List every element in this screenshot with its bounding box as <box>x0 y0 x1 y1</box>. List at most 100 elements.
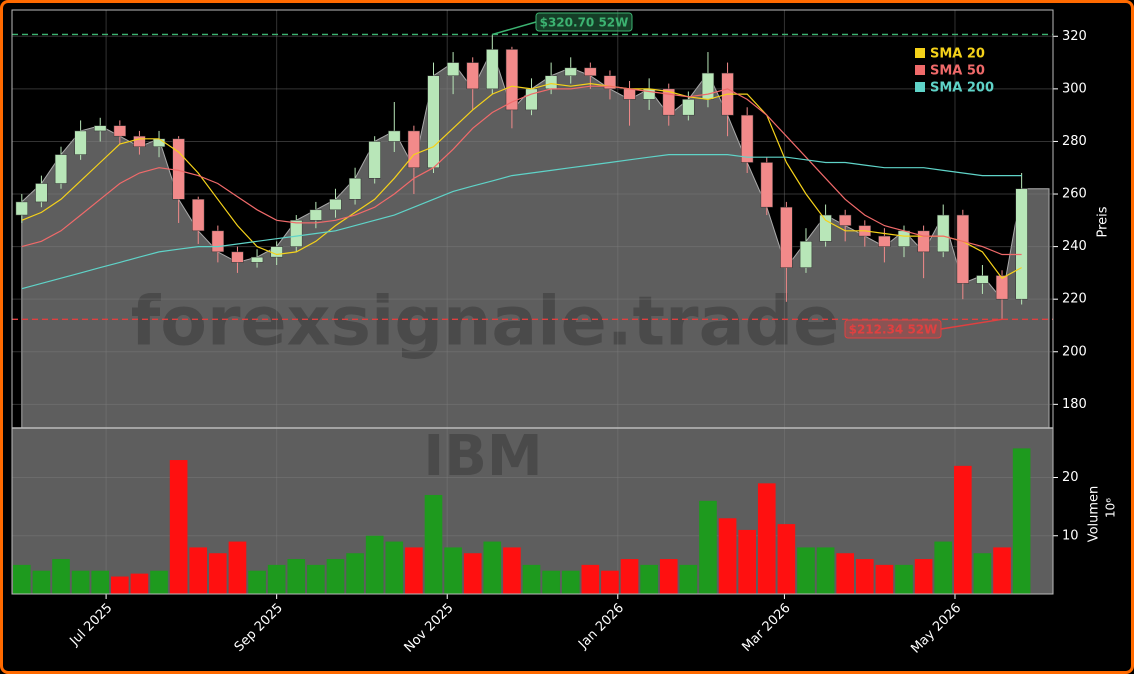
annotation-arrow <box>492 21 537 36</box>
candle-body <box>94 125 107 132</box>
y-tick-label: 300 <box>1062 81 1087 96</box>
volume-bar <box>816 547 835 594</box>
candle-body <box>976 275 989 284</box>
candle-body <box>525 88 538 111</box>
volume-bar <box>248 570 266 594</box>
volume-bar <box>679 564 698 594</box>
volume-bar <box>797 547 815 594</box>
volume-bar <box>993 547 1011 594</box>
candle-body <box>74 130 87 155</box>
candle-body <box>133 135 146 147</box>
y-tick-label: 200 <box>1062 344 1087 359</box>
candle-body <box>211 230 224 253</box>
volume-bar <box>953 465 972 594</box>
volume-bar <box>307 564 325 594</box>
volume-offset: 10⁶ <box>1104 498 1118 518</box>
legend-label: SMA 20 <box>930 47 985 62</box>
candle-body <box>956 214 969 284</box>
volume-bar <box>267 564 286 594</box>
volume-bar <box>32 570 51 594</box>
candle-body <box>544 75 558 90</box>
volume-bar <box>424 494 443 594</box>
volume-bar <box>365 535 384 594</box>
watermark-symbol: IBM <box>423 424 542 489</box>
candle-body <box>897 230 911 247</box>
volume-axis-label: Volumen <box>1087 486 1102 543</box>
candle-body <box>192 199 205 232</box>
volume-bar <box>757 483 776 594</box>
candle-body <box>54 154 68 184</box>
volume-bar <box>973 553 992 594</box>
candle-body <box>427 75 440 168</box>
candle-body <box>348 178 362 200</box>
volume-bar <box>855 559 874 594</box>
volume-bar <box>71 570 90 594</box>
volume-bar <box>150 570 168 594</box>
annotation-box <box>844 319 942 339</box>
volume-bar <box>483 541 502 594</box>
volume-bar <box>1012 448 1031 594</box>
sma-line <box>21 154 1022 290</box>
volume-bar <box>777 524 796 594</box>
x-tick-label: Nov 2025 <box>402 601 457 656</box>
y-tick-label: 320 <box>1062 29 1087 44</box>
volume-bar <box>875 564 894 594</box>
volume-bar <box>463 553 482 594</box>
plot-border <box>11 9 1054 595</box>
y-tick-label: 260 <box>1062 187 1087 202</box>
x-tick-label: Mar 2026 <box>739 601 793 655</box>
legend-label: SMA 200 <box>930 81 994 96</box>
volume-bar <box>914 559 933 594</box>
volume-bar <box>503 547 521 594</box>
x-tick-label: May 2026 <box>908 601 964 657</box>
volume-bar <box>640 564 658 594</box>
candle-body <box>917 230 930 253</box>
y-tick-label: 10 <box>1062 528 1079 543</box>
x-tick-label: Sep 2025 <box>232 601 286 655</box>
candle-body <box>662 88 675 116</box>
candle-body <box>270 246 283 258</box>
candle-body <box>466 62 479 90</box>
volume-bar <box>659 559 678 594</box>
volume-bar <box>228 541 247 594</box>
candle-body <box>839 214 852 226</box>
volume-bar <box>601 570 619 594</box>
volume-bar <box>91 570 110 594</box>
candle-body <box>290 220 303 247</box>
candle-body <box>780 206 793 268</box>
volume-bar <box>52 559 70 594</box>
annotation-arrow <box>940 318 1003 330</box>
y-axis-label: Preis <box>1096 206 1111 237</box>
candle-body <box>407 130 421 168</box>
candle-body <box>682 99 695 116</box>
volume-bar <box>405 547 423 594</box>
candle-body <box>760 162 773 208</box>
volume-bar <box>12 564 31 594</box>
volume-bar <box>934 541 953 594</box>
candle-body <box>819 214 832 242</box>
candle-body <box>741 114 754 163</box>
volume-bar <box>287 559 306 594</box>
volume-bar <box>718 518 737 594</box>
y-tick-label: 180 <box>1062 397 1087 412</box>
legend-swatch <box>915 82 925 92</box>
volume-bar <box>169 460 188 594</box>
volume-bar <box>209 553 227 594</box>
y-tick-label: 280 <box>1062 134 1087 149</box>
candle-body <box>937 214 950 253</box>
volume-bar <box>699 500 717 594</box>
candle-body <box>505 49 519 111</box>
candle-body <box>446 62 460 76</box>
volume-bar <box>561 570 580 594</box>
candle-body <box>113 125 126 137</box>
candle-body <box>152 138 166 147</box>
volume-bar <box>189 547 208 594</box>
volume-bar <box>130 573 149 594</box>
volume-bar <box>111 576 129 594</box>
sma-line <box>21 82 1022 279</box>
candle-body <box>584 67 597 76</box>
y-tick-label: 240 <box>1062 239 1087 254</box>
candle-body <box>15 201 28 216</box>
sma-line <box>21 85 1022 256</box>
